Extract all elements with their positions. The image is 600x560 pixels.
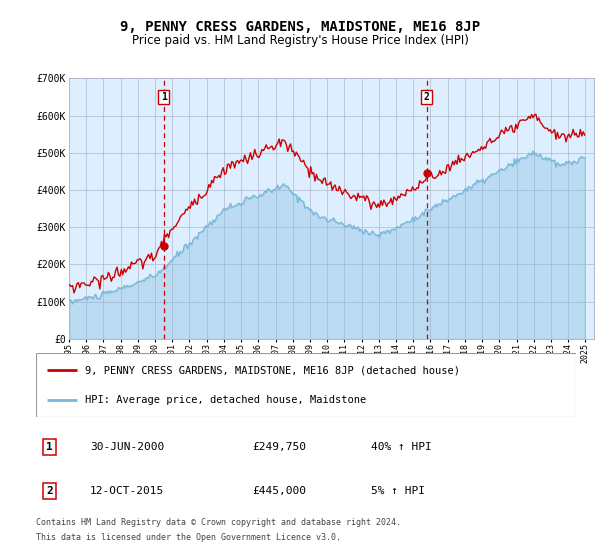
Text: 5% ↑ HPI: 5% ↑ HPI: [371, 486, 425, 496]
Text: 12-OCT-2015: 12-OCT-2015: [90, 486, 164, 496]
Text: HPI: Average price, detached house, Maidstone: HPI: Average price, detached house, Maid…: [85, 395, 366, 405]
FancyBboxPatch shape: [36, 353, 576, 417]
Text: 1: 1: [161, 92, 167, 102]
Text: Contains HM Land Registry data © Crown copyright and database right 2024.: Contains HM Land Registry data © Crown c…: [36, 518, 401, 527]
Text: £445,000: £445,000: [252, 486, 306, 496]
Text: 9, PENNY CRESS GARDENS, MAIDSTONE, ME16 8JP: 9, PENNY CRESS GARDENS, MAIDSTONE, ME16 …: [120, 20, 480, 34]
Text: 9, PENNY CRESS GARDENS, MAIDSTONE, ME16 8JP (detached house): 9, PENNY CRESS GARDENS, MAIDSTONE, ME16 …: [85, 365, 460, 375]
Text: This data is licensed under the Open Government Licence v3.0.: This data is licensed under the Open Gov…: [36, 533, 341, 542]
Text: Price paid vs. HM Land Registry's House Price Index (HPI): Price paid vs. HM Land Registry's House …: [131, 34, 469, 46]
Text: 30-JUN-2000: 30-JUN-2000: [90, 442, 164, 452]
Text: £249,750: £249,750: [252, 442, 306, 452]
Text: 2: 2: [424, 92, 430, 102]
Text: 40% ↑ HPI: 40% ↑ HPI: [371, 442, 431, 452]
Text: 1: 1: [46, 442, 53, 452]
Text: 2: 2: [46, 486, 53, 496]
